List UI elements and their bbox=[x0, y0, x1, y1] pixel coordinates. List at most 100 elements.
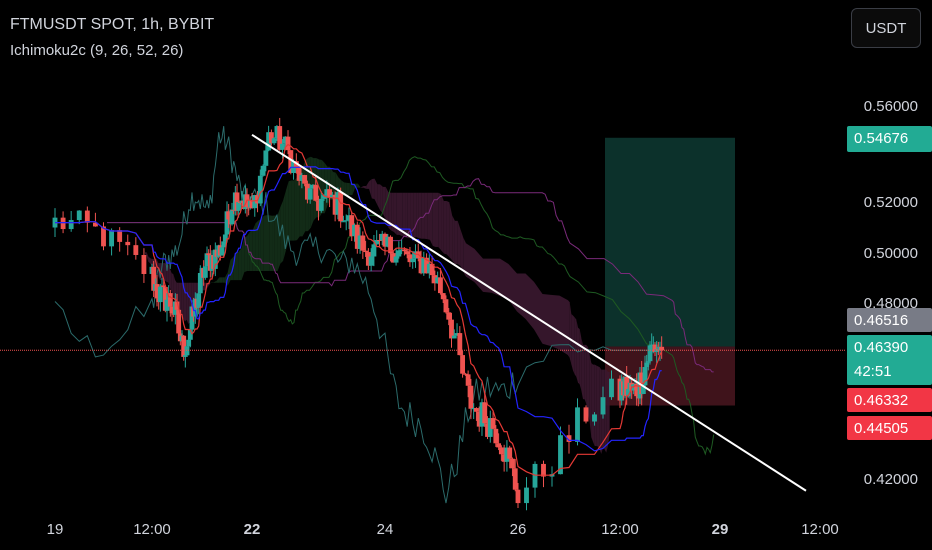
candle-body[interactable] bbox=[357, 235, 363, 249]
candle-body[interactable] bbox=[634, 383, 640, 397]
currency-button[interactable]: USDT bbox=[851, 8, 921, 48]
candle-body[interactable] bbox=[302, 175, 308, 184]
candle-body[interactable] bbox=[566, 435, 572, 442]
candle-body[interactable] bbox=[76, 210, 82, 221]
candle-body[interactable] bbox=[541, 463, 546, 477]
candle-body[interactable] bbox=[443, 299, 449, 313]
candle-body[interactable] bbox=[374, 240, 380, 245]
candle-body[interactable] bbox=[84, 210, 90, 223]
candle-body[interactable] bbox=[379, 233, 385, 241]
candle-body[interactable] bbox=[285, 136, 291, 151]
candle-body[interactable] bbox=[260, 165, 266, 176]
candle-body[interactable] bbox=[117, 230, 123, 242]
candle-body[interactable] bbox=[487, 418, 493, 437]
candle-body[interactable] bbox=[109, 230, 115, 247]
candle-body[interactable] bbox=[92, 222, 98, 227]
candle-body[interactable] bbox=[600, 397, 606, 415]
candle-body[interactable] bbox=[206, 253, 212, 256]
indicator-label[interactable]: Ichimoku2c (9, 26, 52, 26) bbox=[10, 42, 184, 59]
candle-body[interactable] bbox=[507, 447, 513, 459]
candle-body[interactable] bbox=[645, 361, 651, 363]
candle-body[interactable] bbox=[187, 329, 193, 340]
candle-body[interactable] bbox=[212, 249, 218, 269]
candle-body[interactable] bbox=[169, 306, 175, 314]
candle-body[interactable] bbox=[451, 335, 457, 339]
candle-body[interactable] bbox=[382, 233, 388, 247]
candle-body[interactable] bbox=[282, 136, 288, 144]
candle-body[interactable] bbox=[349, 215, 355, 237]
candle-body[interactable] bbox=[659, 346, 665, 351]
candle-body[interactable] bbox=[219, 247, 225, 256]
candle-body[interactable] bbox=[236, 201, 242, 211]
candle-body[interactable] bbox=[498, 447, 504, 455]
candle-body[interactable] bbox=[324, 189, 330, 196]
candle-body[interactable] bbox=[318, 198, 324, 211]
candle-body[interactable] bbox=[197, 273, 203, 294]
candle-body[interactable] bbox=[426, 263, 432, 274]
candle-body[interactable] bbox=[299, 175, 305, 181]
candle-body[interactable] bbox=[224, 211, 230, 235]
candle-body[interactable] bbox=[401, 249, 407, 252]
candle-body[interactable] bbox=[413, 251, 418, 259]
candle-body[interactable] bbox=[182, 355, 188, 357]
candle-body[interactable] bbox=[221, 241, 227, 248]
candle-body[interactable] bbox=[222, 234, 228, 242]
candle-body[interactable] bbox=[493, 428, 499, 444]
candle-body[interactable] bbox=[640, 385, 646, 395]
candle-body[interactable] bbox=[504, 447, 510, 462]
candle-body[interactable] bbox=[329, 194, 335, 198]
candle-body[interactable] bbox=[268, 132, 274, 144]
candle-body[interactable] bbox=[341, 221, 346, 223]
candle-body[interactable] bbox=[377, 240, 382, 242]
candle-body[interactable] bbox=[644, 362, 650, 368]
candle-body[interactable] bbox=[321, 195, 327, 199]
candle-body[interactable] bbox=[647, 345, 653, 362]
candle-body[interactable] bbox=[280, 143, 285, 150]
candle-body[interactable] bbox=[446, 312, 452, 320]
candle-body[interactable] bbox=[501, 454, 507, 462]
candle-body[interactable] bbox=[388, 236, 393, 254]
candle-body[interactable] bbox=[313, 184, 319, 201]
candle-body[interactable] bbox=[204, 253, 210, 267]
candle-body[interactable] bbox=[609, 378, 614, 398]
candle-body[interactable] bbox=[181, 335, 187, 357]
candle-body[interactable] bbox=[68, 220, 74, 230]
candle-body[interactable] bbox=[335, 192, 341, 215]
candle-body[interactable] bbox=[174, 301, 180, 310]
candle-body[interactable] bbox=[432, 275, 438, 284]
candle-body[interactable] bbox=[234, 192, 240, 211]
candle-body[interactable] bbox=[479, 402, 485, 427]
candle-body[interactable] bbox=[277, 126, 283, 150]
candle-body[interactable] bbox=[592, 414, 597, 422]
candle-body[interactable] bbox=[252, 195, 258, 209]
candle-body[interactable] bbox=[465, 374, 471, 386]
candle-body[interactable] bbox=[485, 423, 490, 437]
candle-body[interactable] bbox=[385, 236, 391, 247]
candle-body[interactable] bbox=[271, 138, 277, 144]
candle-body[interactable] bbox=[558, 435, 563, 475]
candle-body[interactable] bbox=[196, 293, 202, 308]
candle-body[interactable] bbox=[316, 200, 321, 211]
candle-body[interactable] bbox=[468, 385, 474, 409]
candle-body[interactable] bbox=[226, 211, 232, 220]
candle-body[interactable] bbox=[154, 284, 160, 299]
candle-body[interactable] bbox=[151, 266, 157, 291]
candle-body[interactable] bbox=[393, 256, 399, 263]
candle-body[interactable] bbox=[399, 249, 405, 251]
candle-body[interactable] bbox=[288, 150, 294, 173]
candle-body[interactable] bbox=[360, 235, 366, 251]
candle-body[interactable] bbox=[471, 408, 477, 410]
candle-body[interactable] bbox=[202, 266, 208, 278]
candle-body[interactable] bbox=[125, 241, 131, 246]
candle-body[interactable] bbox=[371, 244, 377, 257]
candle-body[interactable] bbox=[460, 355, 466, 374]
candle-body[interactable] bbox=[368, 256, 374, 266]
candle-body[interactable] bbox=[167, 293, 173, 307]
candle-body[interactable] bbox=[435, 277, 441, 284]
candle-body[interactable] bbox=[266, 132, 272, 151]
candle-body[interactable] bbox=[263, 150, 269, 166]
candle-body[interactable] bbox=[352, 224, 357, 237]
candle-body[interactable] bbox=[625, 388, 631, 397]
candle-body[interactable] bbox=[249, 199, 255, 209]
candle-body[interactable] bbox=[496, 443, 502, 448]
